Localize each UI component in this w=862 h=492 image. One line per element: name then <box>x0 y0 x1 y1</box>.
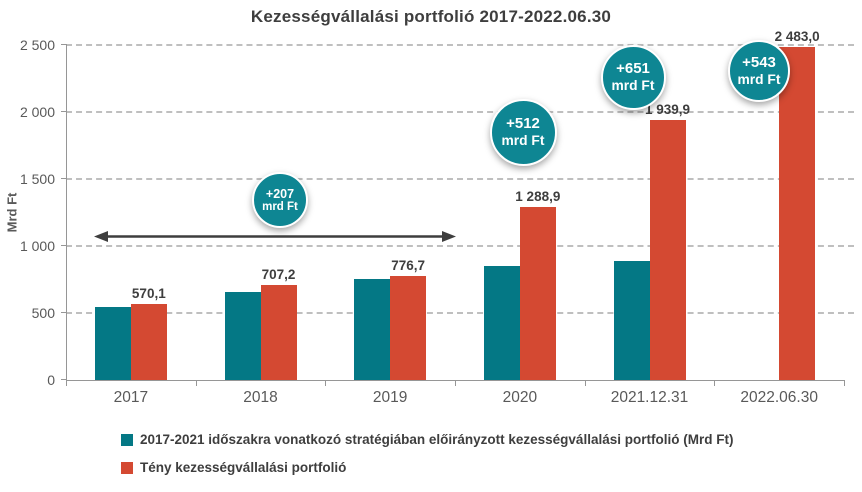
bar-strategy <box>94 306 131 380</box>
badge-value: +543 <box>742 53 776 71</box>
bar-actual <box>519 207 556 380</box>
badge-value: +207 <box>265 186 295 201</box>
chart-legend: 2017-2021 időszakra vonatkozó stratégiáb… <box>121 432 733 488</box>
y-tick-label: 1 000 <box>19 238 55 254</box>
gridline <box>66 178 854 180</box>
x-category-label: 2021.12.31 <box>610 389 689 406</box>
bar-actual <box>390 275 427 380</box>
bar-actual <box>779 47 816 380</box>
x-axis-tick <box>66 380 67 386</box>
bar-strategy <box>224 292 261 380</box>
legend-label-actual: Tény kezességvállalási portfolió <box>140 460 347 475</box>
y-axis-line <box>66 45 67 380</box>
y-axis-tick <box>61 44 67 46</box>
badge-unit: mrd Ft <box>737 71 781 87</box>
bar-actual <box>649 120 686 380</box>
bar-value-label: 776,7 <box>391 257 426 273</box>
gridline <box>66 111 854 113</box>
bar-value-label: 2 483,0 <box>774 29 820 45</box>
increase-badge: +543 mrd Ft <box>728 40 790 102</box>
x-axis-tick <box>714 380 716 386</box>
badge-value: +651 <box>616 59 650 77</box>
y-axis-tick <box>61 312 67 314</box>
x-category-label: 2022.06.30 <box>740 389 818 406</box>
legend-swatch-actual-icon <box>121 461 133 474</box>
badge-value: +512 <box>506 114 540 132</box>
x-axis-tick <box>584 380 586 386</box>
y-axis-tick <box>61 178 67 180</box>
x-axis-tick <box>195 380 197 386</box>
y-axis-tick <box>61 111 67 113</box>
increase-badge: +207 mrd Ft <box>252 172 308 228</box>
x-axis-tick <box>455 380 456 386</box>
x-category-label: 2017 <box>113 389 149 406</box>
x-axis-tick <box>844 380 845 386</box>
y-tick-label: 500 <box>31 305 55 321</box>
range-arrow <box>94 231 456 242</box>
gridline <box>66 44 854 46</box>
badge-unit: mrd Ft <box>611 77 655 93</box>
y-axis-tick <box>61 245 67 247</box>
bar-value-label: 1 939,9 <box>644 102 691 118</box>
bar-actual <box>260 285 297 380</box>
gridline <box>66 245 854 247</box>
legend-label-strategy: 2017-2021 időszakra vonatkozó stratégiáb… <box>140 432 734 447</box>
x-category-label: 2019 <box>372 389 408 406</box>
badge-unit: mrd Ft <box>262 200 298 213</box>
y-axis-tick <box>61 379 67 381</box>
bar-actual <box>130 303 167 380</box>
increase-badge: +512 mrd Ft <box>489 98 557 166</box>
bar-strategy <box>354 278 391 380</box>
legend-item-actual: Tény kezességvállalási portfolió <box>121 460 733 475</box>
x-axis-tick <box>325 380 327 386</box>
y-tick-label: 0 <box>47 372 55 388</box>
bar-strategy <box>613 261 650 380</box>
bar-strategy <box>483 266 520 380</box>
y-tick-label: 2 500 <box>19 37 55 53</box>
x-category-label: 2020 <box>502 389 538 406</box>
bar-value-label: 1 288,9 <box>515 189 561 205</box>
increase-badge: +651 mrd Ft <box>600 44 666 110</box>
legend-item-strategy: 2017-2021 időszakra vonatkozó stratégiáb… <box>121 432 733 447</box>
badge-unit: mrd Ft <box>501 132 545 148</box>
legend-swatch-strategy-icon <box>121 433 133 446</box>
bar-value-label: 707,2 <box>261 267 296 283</box>
bar-value-label: 570,1 <box>131 285 166 301</box>
gridline <box>66 312 854 314</box>
y-tick-label: 1 500 <box>19 171 55 187</box>
chart-title: Kezességvállalási portfolió 2017-2022.06… <box>250 7 612 26</box>
x-category-label: 2018 <box>243 389 278 406</box>
y-tick-label: 2 000 <box>19 104 55 120</box>
